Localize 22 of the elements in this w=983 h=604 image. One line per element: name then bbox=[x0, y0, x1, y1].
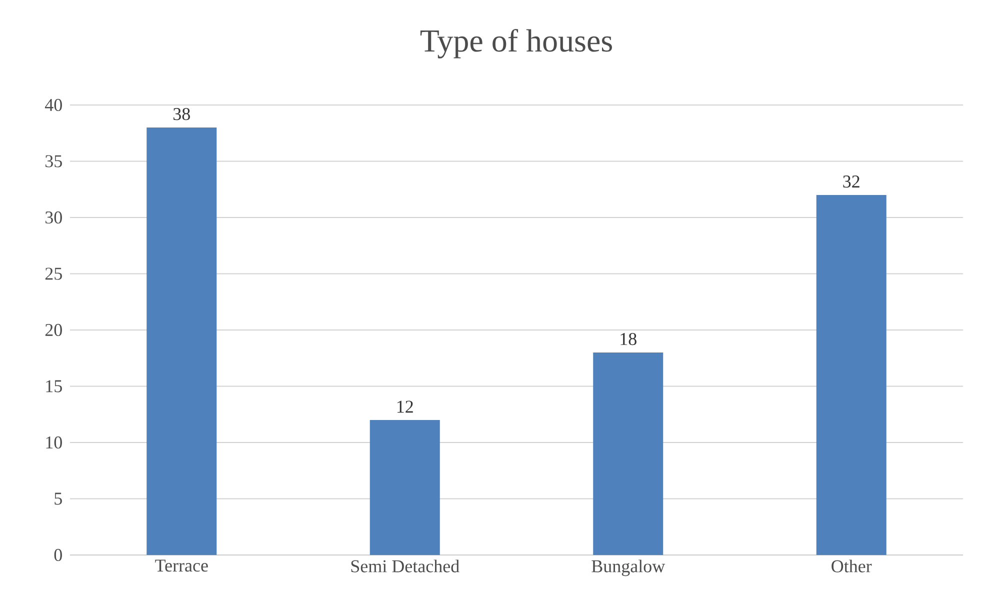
x-tick-label: Other bbox=[832, 560, 872, 572]
y-tick-label: 5 bbox=[54, 492, 62, 505]
data-label: 12 bbox=[397, 400, 413, 413]
data-label: 32 bbox=[843, 176, 860, 188]
data-label: 38 bbox=[173, 108, 190, 120]
y-tick-label: 10 bbox=[46, 436, 62, 449]
bar bbox=[146, 127, 217, 555]
bar bbox=[593, 352, 664, 555]
y-tick-label: 20 bbox=[45, 324, 62, 336]
y-tick-label: 25 bbox=[45, 268, 62, 280]
data-label: 18 bbox=[620, 332, 636, 346]
y-tick-label: 35 bbox=[45, 155, 62, 168]
bar bbox=[370, 420, 440, 555]
bar bbox=[816, 194, 886, 555]
y-tick-label: 0 bbox=[54, 548, 62, 562]
y-tick-label: 30 bbox=[45, 211, 62, 224]
y-tick-label: 40 bbox=[44, 98, 62, 112]
x-tick-label: Semi Detached bbox=[351, 560, 460, 572]
x-tick-label: Terrace bbox=[155, 560, 208, 572]
x-tick-label: Bungalow bbox=[592, 560, 666, 576]
y-tick-label: 15 bbox=[46, 380, 62, 392]
chart-title: Type of houses bbox=[420, 28, 612, 58]
